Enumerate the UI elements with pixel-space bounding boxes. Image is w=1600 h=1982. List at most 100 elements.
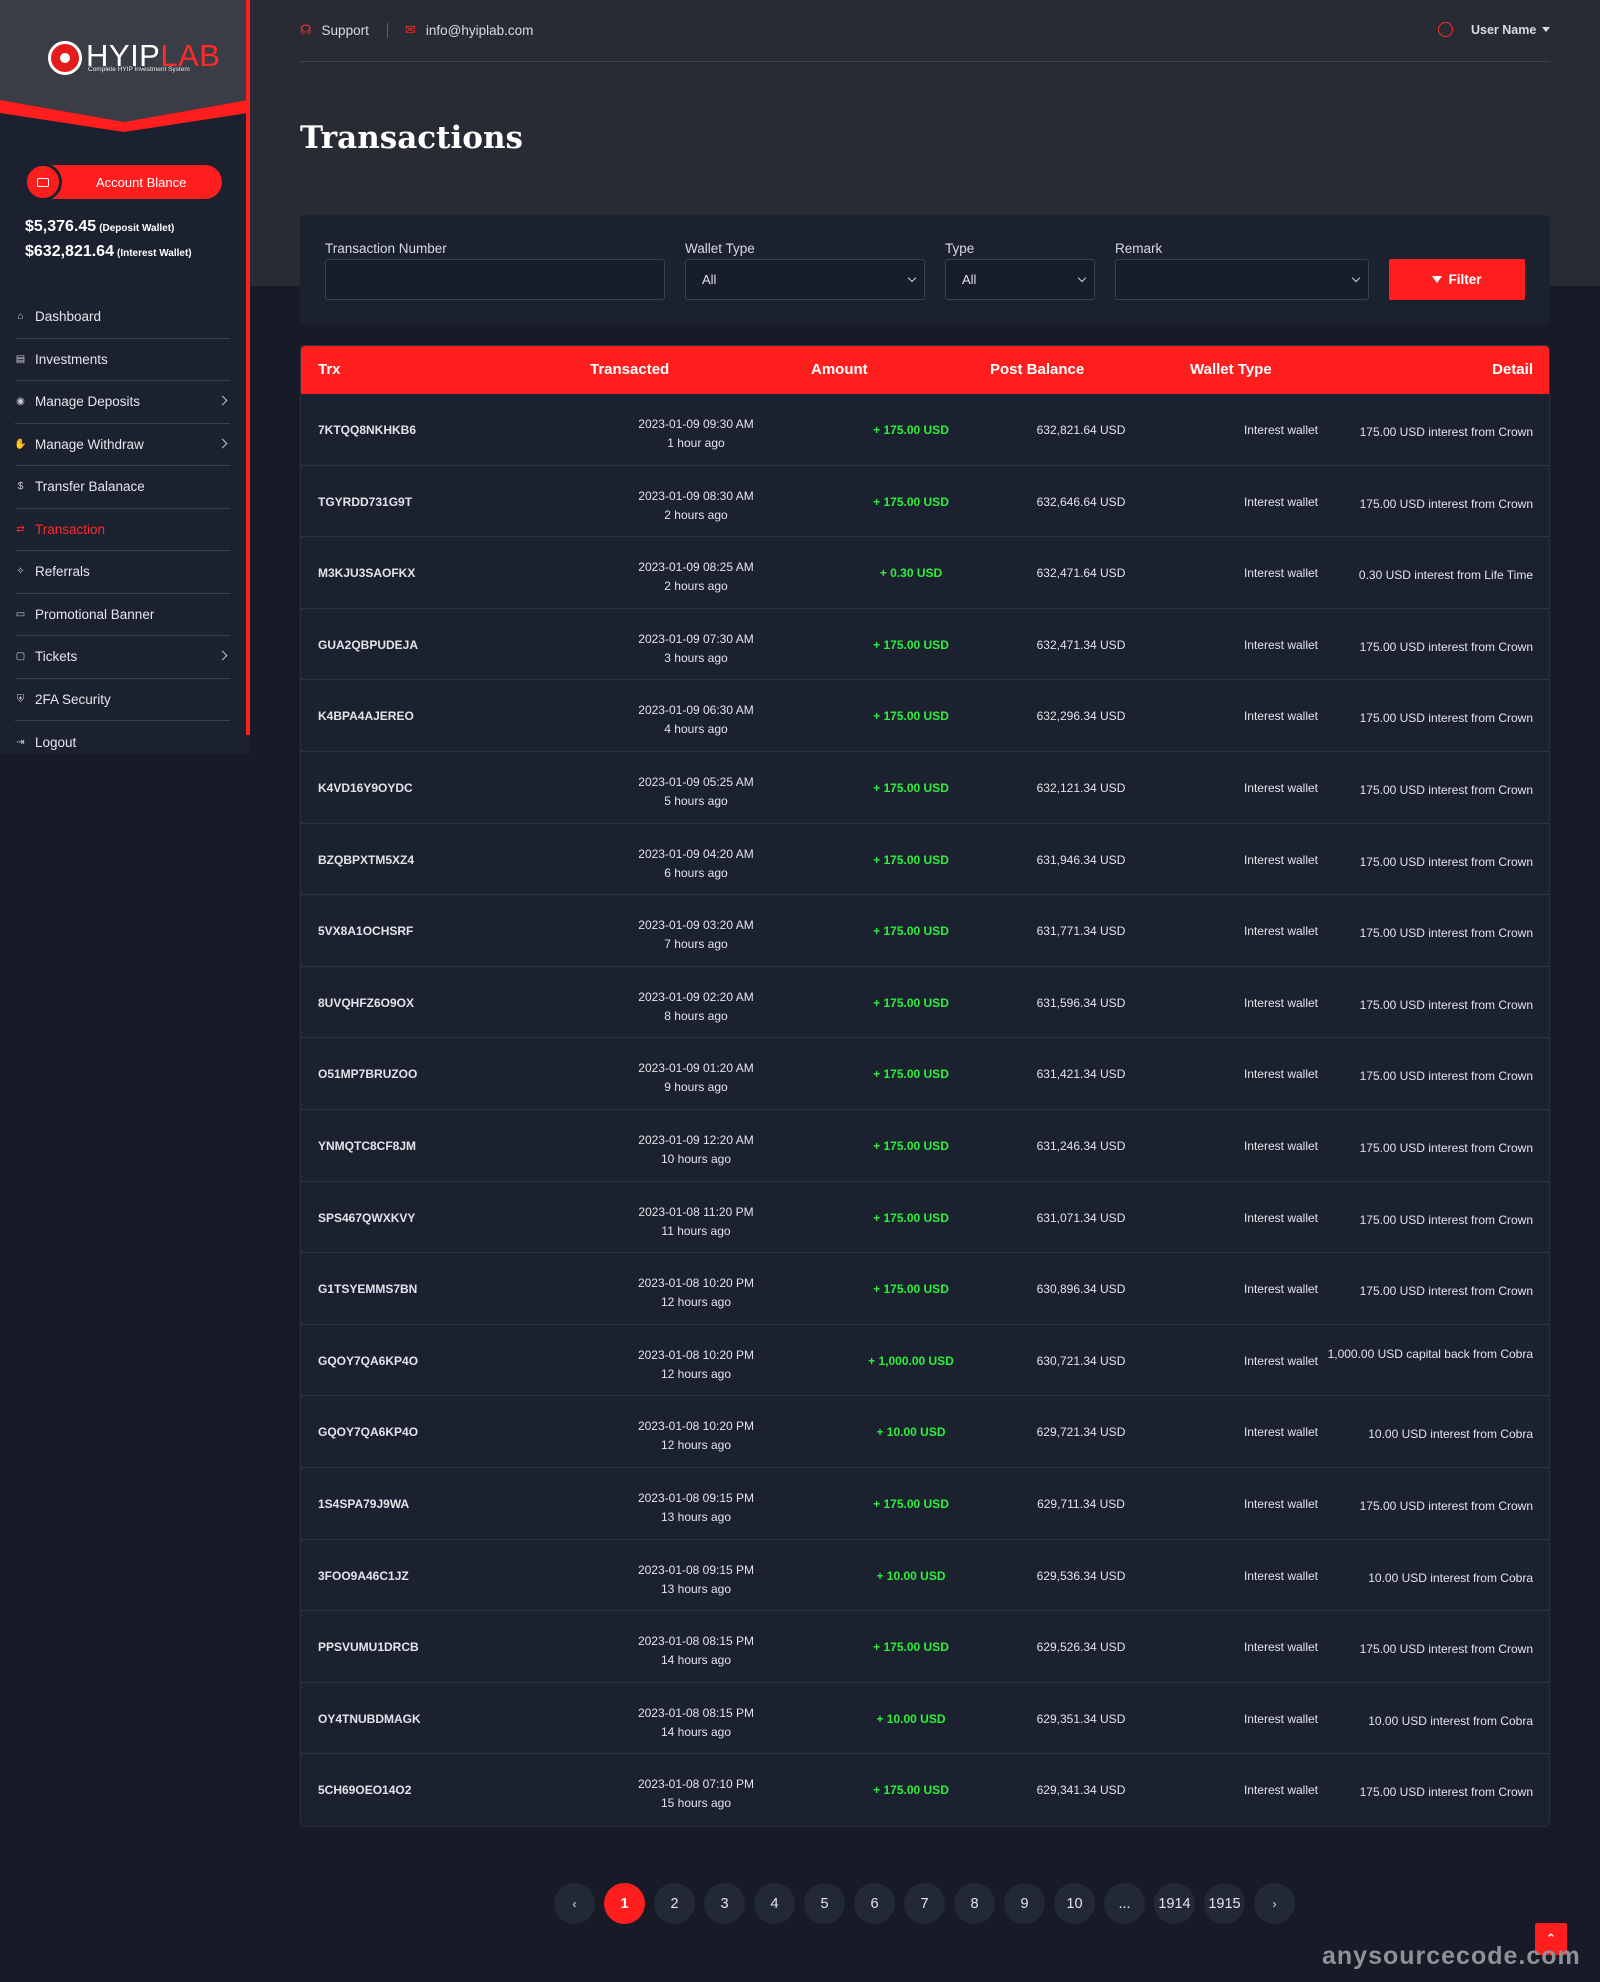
- transacted-cell: 2023-01-09 09:30 AM 1 hour ago: [561, 415, 831, 453]
- user-shield-icon: ⛨: [16, 693, 25, 705]
- user-icon: [1438, 22, 1453, 37]
- email-link[interactable]: ✉ info@hyiplab.com: [405, 22, 533, 38]
- table-row: 5VX8A1OCHSRF 2023-01-09 03:20 AM 7 hours a…: [301, 895, 1549, 967]
- detail: 175.00 USD interest from Crown: [1359, 1785, 1533, 1800]
- sidebar-item-investments[interactable]: ▤ Investments: [15, 339, 230, 381]
- logo[interactable]: HYIPLAB Complete HYIP Investment System: [0, 0, 248, 132]
- post-balance: 632,471.64 USD: [1036, 566, 1126, 581]
- page-ellipsis[interactable]: ...: [1104, 1883, 1145, 1924]
- transacted-cell: 2023-01-09 04:20 AM 6 hours ago: [561, 845, 831, 883]
- table-row: O51MP7BRUZOO 2023-01-09 01:20 AM 9 hours a…: [301, 1038, 1549, 1110]
- page-button-9[interactable]: 9: [1004, 1883, 1045, 1924]
- wallet-type: Interest wallet: [1243, 1282, 1319, 1297]
- sidebar-item-2fa-security[interactable]: ⛨ 2FA Security: [15, 679, 230, 721]
- col-wallet-type: Wallet Type: [1190, 361, 1272, 378]
- page-button-6[interactable]: 6: [854, 1883, 895, 1924]
- transacted-datetime: 2023-01-09 09:30 AM: [638, 417, 754, 431]
- transacted-datetime: 2023-01-09 07:30 AM: [638, 631, 754, 646]
- table-row: 1S4SPA79J9WA 2023-01-08 09:15 PM 13 hours …: [301, 1468, 1549, 1540]
- interest-wallet-balance: $632,821.64 (Interest Wallet): [25, 243, 192, 260]
- wallet-type: Interest wallet: [1243, 1138, 1319, 1153]
- post-balance: 632,121.34 USD: [1036, 780, 1126, 795]
- wallet-type: Interest wallet: [1243, 1568, 1319, 1583]
- detail: 175.00 USD interest from Crown: [1359, 1498, 1533, 1513]
- sidebar-item-label: Investments: [35, 351, 108, 367]
- table-row: GUA2QBPUDEJA 2023-01-09 07:30 AM 3 hours a…: [301, 609, 1549, 681]
- sidebar-item-transfer-balanace[interactable]: $ Transfer Balanace: [15, 466, 230, 509]
- table-row: OY4TNUBDMAGK 2023-01-08 08:15 PM 14 hours …: [301, 1683, 1549, 1755]
- account-balance-button[interactable]: Account Blance: [24, 163, 222, 201]
- next-page-button[interactable]: ›: [1254, 1883, 1295, 1924]
- page-button-3[interactable]: 3: [704, 1883, 745, 1924]
- amount: + 175.00 USD: [873, 1210, 949, 1225]
- page-button-5[interactable]: 5: [804, 1883, 845, 1924]
- money-icon: ▤: [15, 353, 26, 365]
- transacted-datetime: 2023-01-09 08:25 AM: [638, 560, 754, 575]
- double-chevron-up-icon: ⌃: [1545, 1931, 1557, 1946]
- deposit-wallet-balance: $5,376.45 (Deposit Wallet): [25, 218, 175, 235]
- table-row: GQOY7QA6KP4O 2023-01-08 10:20 PM 12 hours …: [301, 1396, 1549, 1468]
- col-detail: Detail: [1492, 361, 1533, 378]
- chevron-right-icon: [217, 438, 228, 448]
- col-amount: Amount: [811, 361, 868, 378]
- transacted-relative: 15 hours ago: [660, 1796, 732, 1811]
- page-button-4[interactable]: 4: [754, 1883, 795, 1924]
- page-button-1[interactable]: 1: [604, 1883, 645, 1924]
- sidebar-item-dashboard[interactable]: ⌂ Dashboard: [15, 296, 230, 339]
- page-button-1915[interactable]: 1915: [1204, 1883, 1245, 1924]
- sidebar-item-referrals[interactable]: ✧ Referrals: [15, 551, 230, 594]
- trx-number: 3FOO9A46C1JZ: [318, 1568, 409, 1583]
- remark-select[interactable]: [1115, 259, 1369, 300]
- page-button-7[interactable]: 7: [904, 1883, 945, 1924]
- col-post-balance: Post Balance: [990, 361, 1085, 378]
- transacted-datetime: 2023-01-08 09:15 PM: [637, 1490, 755, 1505]
- amount: + 175.00 USD: [873, 780, 949, 795]
- trx-number: TGYRDD731G9T: [318, 494, 413, 509]
- wallet-type: Interest wallet: [1243, 1640, 1319, 1655]
- transacted-cell: 2023-01-09 08:25 AM 2 hours ago: [561, 558, 831, 596]
- trx-number: K4BPA4AJEREO: [318, 709, 414, 724]
- amount: + 175.00 USD: [873, 1282, 949, 1297]
- post-balance: 629,341.34 USD: [1036, 1783, 1126, 1798]
- amount: + 175.00 USD: [873, 709, 949, 724]
- amount: + 175.00 USD: [873, 852, 949, 867]
- sidebar-item-label: Promotional Banner: [35, 606, 155, 622]
- funnel-icon: [1432, 276, 1443, 283]
- wallet-type: Interest wallet: [1243, 780, 1319, 795]
- transacted-relative: 5 hours ago: [664, 793, 728, 808]
- page-button-2[interactable]: 2: [654, 1883, 695, 1924]
- page-button-1914[interactable]: 1914: [1154, 1883, 1195, 1924]
- amount: + 175.00 USD: [873, 924, 949, 939]
- trx-number: GQOY7QA6KP4O: [318, 1353, 419, 1368]
- sidebar-item-label: 2FA Security: [35, 691, 111, 707]
- sidebar-item-manage-deposits[interactable]: ◉ Manage Deposits: [15, 381, 230, 424]
- page-button-8[interactable]: 8: [954, 1883, 995, 1924]
- support-link[interactable]: ☊ Support: [300, 22, 369, 38]
- sidebar-item-tickets[interactable]: ▢ Tickets: [15, 636, 230, 679]
- sidebar-item-logout[interactable]: ⇥ Logout: [15, 721, 230, 764]
- detail: 175.00 USD interest from Crown: [1359, 1212, 1533, 1227]
- transacted-cell: 2023-01-08 11:20 PM 11 hours ago: [561, 1203, 831, 1241]
- sidebar-item-transaction[interactable]: ⇄ Transaction: [15, 509, 230, 551]
- type-select[interactable]: All: [945, 259, 1095, 300]
- wallet-type-select[interactable]: All: [685, 259, 925, 300]
- detail: 10.00 USD interest from Cobra: [1368, 1570, 1533, 1585]
- sidebar-item-manage-withdraw[interactable]: ✋ Manage Withdraw: [14, 424, 230, 466]
- amount: + 10.00 USD: [876, 1425, 946, 1440]
- detail: 175.00 USD interest from Crown: [1359, 997, 1533, 1012]
- filter-button[interactable]: Filter: [1389, 259, 1525, 300]
- detail: 10.00 USD interest from Cobra: [1368, 1427, 1533, 1442]
- prev-page-button[interactable]: ‹: [554, 1883, 595, 1924]
- detail: 0.30 USD interest from Life Time: [1358, 568, 1533, 583]
- transacted-datetime: 2023-01-08 07:10 PM: [637, 1777, 755, 1792]
- top-header: ☊ Support ✉ info@hyiplab.com User Name: [300, 0, 1551, 62]
- sidebar-item-promotional-banner[interactable]: ▭ Promotional Banner: [15, 594, 230, 636]
- transacted-cell: 2023-01-08 10:20 PM 12 hours ago: [561, 1346, 831, 1384]
- transacted-cell: 2023-01-09 06:30 AM 4 hours ago: [561, 701, 831, 739]
- page-button-10[interactable]: 10: [1054, 1883, 1095, 1924]
- user-menu[interactable]: User Name: [1438, 22, 1551, 37]
- scroll-to-top-button[interactable]: ⌃: [1535, 1923, 1567, 1955]
- filter-button-label: Filter: [1448, 272, 1482, 287]
- transacted-cell: 2023-01-09 07:30 AM 3 hours ago: [561, 630, 831, 668]
- trx-number-input[interactable]: [325, 259, 665, 300]
